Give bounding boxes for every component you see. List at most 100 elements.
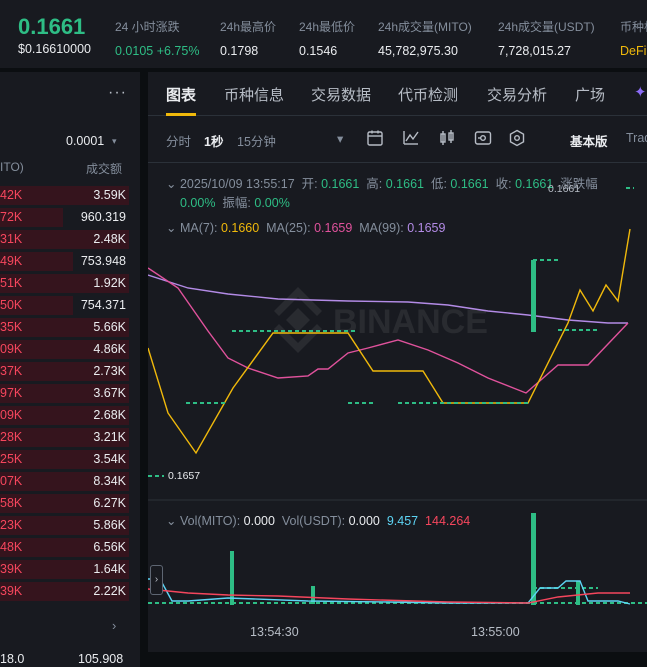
collapse-icon[interactable]: ⌄ xyxy=(166,514,177,528)
time-axis-label: 13:54:30 xyxy=(250,625,299,639)
collapse-icon[interactable]: ⌄ xyxy=(166,221,177,235)
stat-value: 0.1798 xyxy=(220,44,259,58)
stat-label: 24h成交量(MITO) xyxy=(378,20,472,34)
interval-15m[interactable]: 15分钟 xyxy=(237,135,276,149)
table-row[interactable]: 23K 5.86K xyxy=(0,514,140,536)
interval-1s[interactable]: 1秒 xyxy=(204,135,224,149)
row-total: 2.73K xyxy=(93,364,126,378)
candle-bar xyxy=(531,260,536,332)
table-row[interactable]: 49K 753.948 xyxy=(0,250,140,272)
panel-tabs: 图表 币种信息 交易数据 代币检测 交易分析 广场 ✦ xyxy=(148,72,647,116)
depth-bar xyxy=(0,516,129,535)
depth-bar xyxy=(0,428,129,447)
depth-bar xyxy=(0,472,129,491)
table-row[interactable]: 09K 2.68K xyxy=(0,404,140,426)
calendar-icon[interactable] xyxy=(366,129,384,147)
tab-trading-data[interactable]: 交易数据 xyxy=(311,87,372,104)
row-amount: 37K xyxy=(0,364,23,378)
table-row[interactable]: 72K 960.319 xyxy=(0,206,140,228)
open-value: 0.1661 xyxy=(321,177,360,191)
chart-panel: 图表 币种信息 交易数据 代币检测 交易分析 广场 ✦ 分时 1秒 15分钟 ▾ xyxy=(148,72,647,652)
stat-token-tag[interactable]: 币种标 DeFi xyxy=(620,18,647,58)
settings-slider-icon[interactable] xyxy=(474,129,492,147)
vol-mito-label: Vol(MITO): xyxy=(179,514,241,528)
book-footer-amount: 18.0 xyxy=(0,652,25,666)
row-amount: 97K xyxy=(0,386,23,400)
tab-token-info[interactable]: 币种信息 xyxy=(224,87,285,104)
table-row[interactable]: 58K 6.27K xyxy=(0,492,140,514)
low-value: 0.1661 xyxy=(450,177,489,191)
row-amount: 48K xyxy=(0,540,23,554)
chevron-right-icon[interactable]: › xyxy=(112,618,117,633)
expand-arrow-icon[interactable]: › xyxy=(150,565,163,595)
row-amount: 49K xyxy=(0,254,23,268)
candle-type-icon[interactable] xyxy=(438,129,456,147)
more-options-icon[interactable]: ··· xyxy=(108,84,127,101)
indicator-icon[interactable] xyxy=(402,129,420,147)
stat-value[interactable]: DeFi xyxy=(620,44,647,58)
tab-chart[interactable]: 图表 xyxy=(166,87,197,104)
table-row[interactable]: 28K 3.21K xyxy=(0,426,140,448)
depth-bar xyxy=(0,406,129,425)
table-row[interactable]: 42K 3.59K xyxy=(0,184,140,206)
chevron-down-icon[interactable]: ▾ xyxy=(112,136,117,146)
ma25-line xyxy=(148,267,629,394)
ma7-line xyxy=(148,228,631,455)
tab-trading-analysis[interactable]: 交易分析 xyxy=(487,87,548,104)
depth-bar xyxy=(0,230,129,249)
collapse-icon[interactable]: ⌄ xyxy=(166,177,177,191)
tab-square[interactable]: 广场 xyxy=(575,87,606,104)
tradingview-toggle[interactable]: Trad xyxy=(626,131,647,145)
price-chart[interactable]: BINANCE xyxy=(148,162,647,652)
time-axis-label: 13:55:00 xyxy=(471,625,520,639)
row-total: 2.48K xyxy=(93,232,126,246)
table-row[interactable]: 97K 3.67K xyxy=(0,382,140,404)
sparkle-icon[interactable]: ✦ xyxy=(634,84,647,101)
ma25-label: MA(25): xyxy=(266,221,311,235)
column-header-amount: ITO) xyxy=(0,160,24,174)
hexagon-settings-icon[interactable] xyxy=(508,129,526,147)
basic-view-toggle[interactable]: 基本版 xyxy=(570,135,608,149)
table-row[interactable]: 35K 5.66K xyxy=(0,316,140,338)
vol-ma1-value: 9.457 xyxy=(386,514,419,528)
interval-time-line[interactable]: 分时 xyxy=(166,135,192,149)
stat-label: 24h成交量(USDT) xyxy=(498,20,595,34)
ma7-value: 0.1660 xyxy=(220,221,260,235)
table-row[interactable]: 37K 2.73K xyxy=(0,360,140,382)
precision-select[interactable]: 0.0001 xyxy=(66,134,105,148)
table-row[interactable]: 09K 4.86K xyxy=(0,338,140,360)
vol-usdt-label: Vol(USDT): xyxy=(281,514,346,528)
table-row[interactable]: 07K 8.34K xyxy=(0,470,140,492)
table-row[interactable]: 25K 3.54K xyxy=(0,448,140,470)
row-amount: 23K xyxy=(0,518,23,532)
ohlc-readout: ⌄ 2025/10/09 13:55:17 开: 0.1661 高: 0.166… xyxy=(166,173,598,192)
chart-canvas: BINANCE xyxy=(148,187,647,605)
tab-token-check[interactable]: 代币检测 xyxy=(398,87,459,104)
ask-rows: 42K 3.59K 72K 960.319 31K 2.48K 49K 753.948 51K 1… xyxy=(0,184,140,602)
depth-bar xyxy=(0,450,129,469)
stat-label: 币种标 xyxy=(620,20,647,34)
row-total: 753.948 xyxy=(80,254,126,268)
table-row[interactable]: 50K 754.371 xyxy=(0,294,140,316)
volume-ma2-line xyxy=(148,588,630,604)
depth-bar xyxy=(0,340,129,359)
row-total: 3.54K xyxy=(93,452,126,466)
interval-more-chevron-icon[interactable]: ▾ xyxy=(337,132,344,146)
row-amount: 58K xyxy=(0,496,23,510)
table-row[interactable]: 51K 1.92K xyxy=(0,272,140,294)
row-total: 1.64K xyxy=(93,562,126,576)
row-amount: 09K xyxy=(0,408,23,422)
table-row[interactable]: 48K 6.56K xyxy=(0,536,140,558)
vol-ma2-value: 144.264 xyxy=(425,514,471,528)
last-price: 0.1661 xyxy=(18,14,86,39)
table-row[interactable]: 39K 2.22K xyxy=(0,580,140,602)
row-total: 754.371 xyxy=(80,298,126,312)
table-row[interactable]: 31K 2.48K xyxy=(0,228,140,250)
depth-bar xyxy=(0,208,63,227)
column-header-total: 成交额 xyxy=(86,162,123,176)
table-row[interactable]: 39K 1.64K xyxy=(0,558,140,580)
close-label: 收: xyxy=(495,177,512,191)
row-amount: 28K xyxy=(0,430,23,444)
binance-logo-icon: BINANCE xyxy=(274,287,488,353)
stat-label: 24h最高价 xyxy=(220,20,277,34)
